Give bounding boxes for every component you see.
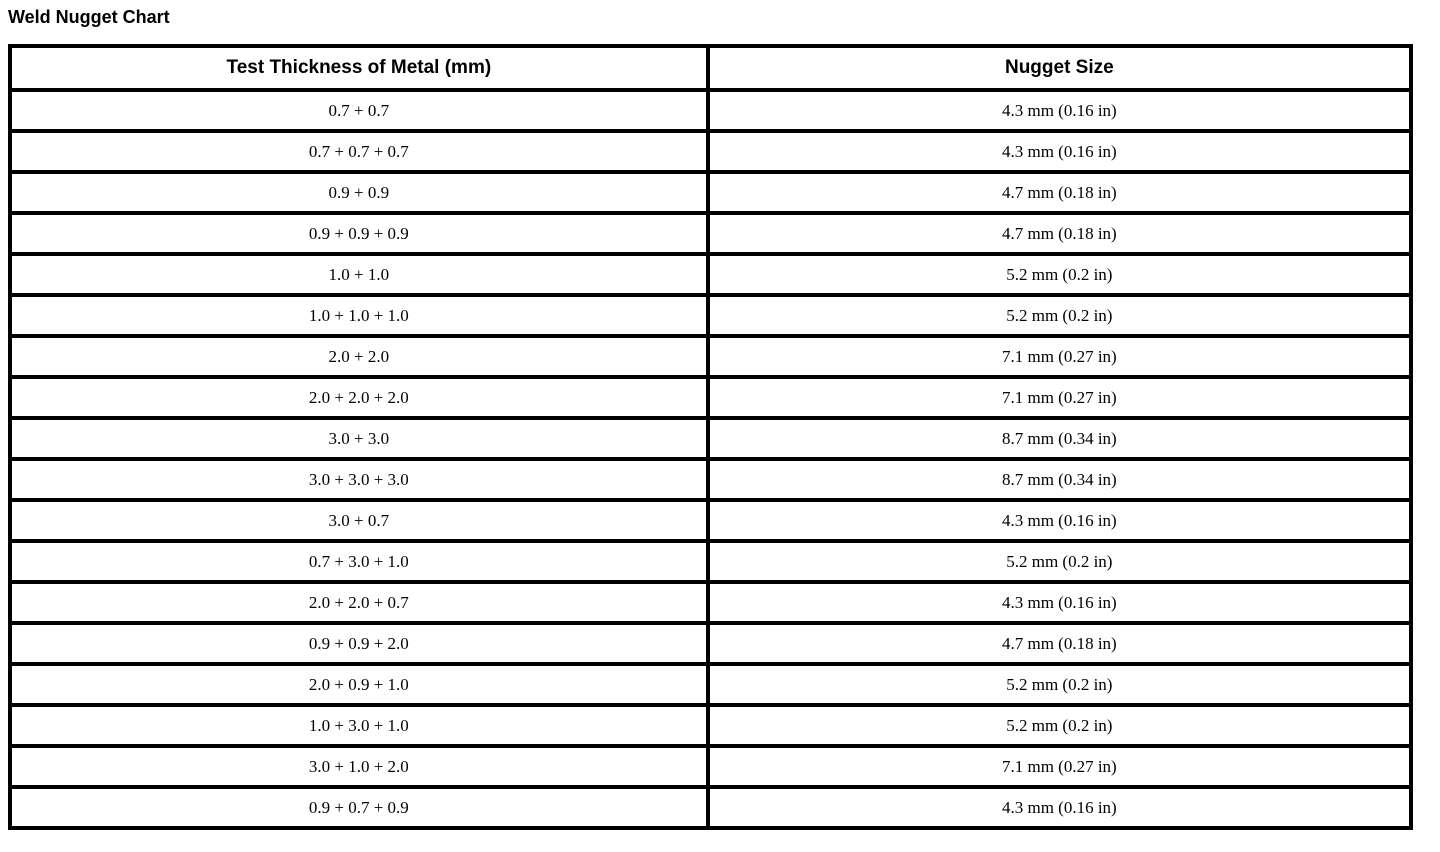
table-row: 1.0 + 3.0 + 1.0 5.2 mm (0.2 in) (8, 703, 1414, 748)
nugget-size-cell: 7.1 mm (0.27 in) (705, 744, 1414, 789)
table-header-row: Test Thickness of Metal (mm) Nugget Size (8, 44, 1414, 92)
table-row: 0.9 + 0.7 + 0.9 4.3 mm (0.16 in) (8, 785, 1414, 830)
thickness-cell: 0.7 + 0.7 (8, 88, 710, 133)
nugget-size-cell: 4.7 mm (0.18 in) (705, 621, 1414, 666)
table-body: 0.7 + 0.7 4.3 mm (0.16 in) 0.7 + 0.7 + 0… (8, 88, 1414, 830)
nugget-size-cell: 4.3 mm (0.16 in) (705, 129, 1414, 174)
thickness-cell: 0.9 + 0.7 + 0.9 (8, 785, 710, 830)
thickness-cell: 0.9 + 0.9 (8, 170, 710, 215)
table-row: 3.0 + 3.0 8.7 mm (0.34 in) (8, 416, 1414, 461)
thickness-cell: 0.9 + 0.9 + 2.0 (8, 621, 710, 666)
table-row: 2.0 + 0.9 + 1.0 5.2 mm (0.2 in) (8, 662, 1414, 707)
table-row: 3.0 + 1.0 + 2.0 7.1 mm (0.27 in) (8, 744, 1414, 789)
table-row: 2.0 + 2.0 + 2.0 7.1 mm (0.27 in) (8, 375, 1414, 420)
nugget-size-cell: 5.2 mm (0.2 in) (705, 703, 1414, 748)
thickness-cell: 1.0 + 1.0 (8, 252, 710, 297)
thickness-cell: 0.7 + 0.7 + 0.7 (8, 129, 710, 174)
nugget-size-cell: 5.2 mm (0.2 in) (705, 539, 1414, 584)
thickness-cell: 0.7 + 3.0 + 1.0 (8, 539, 710, 584)
nugget-size-cell: 4.7 mm (0.18 in) (705, 211, 1414, 256)
document-page: Weld Nugget Chart Test Thickness of Meta… (8, 7, 1414, 830)
nugget-size-cell: 5.2 mm (0.2 in) (705, 252, 1414, 297)
nugget-size-cell: 8.7 mm (0.34 in) (705, 457, 1414, 502)
nugget-size-cell: 4.3 mm (0.16 in) (705, 88, 1414, 133)
nugget-size-cell: 5.2 mm (0.2 in) (705, 662, 1414, 707)
nugget-size-cell: 4.3 mm (0.16 in) (705, 785, 1414, 830)
table-row: 0.9 + 0.9 + 2.0 4.7 mm (0.18 in) (8, 621, 1414, 666)
nugget-size-cell: 4.3 mm (0.16 in) (705, 498, 1414, 543)
weld-nugget-table: Test Thickness of Metal (mm) Nugget Size… (8, 44, 1414, 830)
table-row: 0.9 + 0.9 4.7 mm (0.18 in) (8, 170, 1414, 215)
column-header-nugget-size: Nugget Size (705, 44, 1414, 92)
thickness-cell: 1.0 + 1.0 + 1.0 (8, 293, 710, 338)
nugget-size-cell: 7.1 mm (0.27 in) (705, 334, 1414, 379)
thickness-cell: 3.0 + 3.0 (8, 416, 710, 461)
nugget-size-cell: 4.3 mm (0.16 in) (705, 580, 1414, 625)
thickness-cell: 3.0 + 0.7 (8, 498, 710, 543)
thickness-cell: 2.0 + 2.0 (8, 334, 710, 379)
table-row: 1.0 + 1.0 + 1.0 5.2 mm (0.2 in) (8, 293, 1414, 338)
nugget-size-cell: 8.7 mm (0.34 in) (705, 416, 1414, 461)
thickness-cell: 2.0 + 2.0 + 0.7 (8, 580, 710, 625)
thickness-cell: 1.0 + 3.0 + 1.0 (8, 703, 710, 748)
table-row: 0.7 + 3.0 + 1.0 5.2 mm (0.2 in) (8, 539, 1414, 584)
table-row: 0.9 + 0.9 + 0.9 4.7 mm (0.18 in) (8, 211, 1414, 256)
thickness-cell: 2.0 + 2.0 + 2.0 (8, 375, 710, 420)
table-row: 2.0 + 2.0 7.1 mm (0.27 in) (8, 334, 1414, 379)
thickness-cell: 3.0 + 3.0 + 3.0 (8, 457, 710, 502)
nugget-size-cell: 7.1 mm (0.27 in) (705, 375, 1414, 420)
table-row: 0.7 + 0.7 4.3 mm (0.16 in) (8, 88, 1414, 133)
nugget-size-cell: 5.2 mm (0.2 in) (705, 293, 1414, 338)
thickness-cell: 0.9 + 0.9 + 0.9 (8, 211, 710, 256)
page-title: Weld Nugget Chart (8, 7, 170, 27)
nugget-size-cell: 4.7 mm (0.18 in) (705, 170, 1414, 215)
thickness-cell: 3.0 + 1.0 + 2.0 (8, 744, 710, 789)
table-row: 3.0 + 0.7 4.3 mm (0.16 in) (8, 498, 1414, 543)
table-row: 0.7 + 0.7 + 0.7 4.3 mm (0.16 in) (8, 129, 1414, 174)
table-row: 2.0 + 2.0 + 0.7 4.3 mm (0.16 in) (8, 580, 1414, 625)
table-row: 1.0 + 1.0 5.2 mm (0.2 in) (8, 252, 1414, 297)
column-header-thickness: Test Thickness of Metal (mm) (8, 44, 710, 92)
table-row: 3.0 + 3.0 + 3.0 8.7 mm (0.34 in) (8, 457, 1414, 502)
thickness-cell: 2.0 + 0.9 + 1.0 (8, 662, 710, 707)
